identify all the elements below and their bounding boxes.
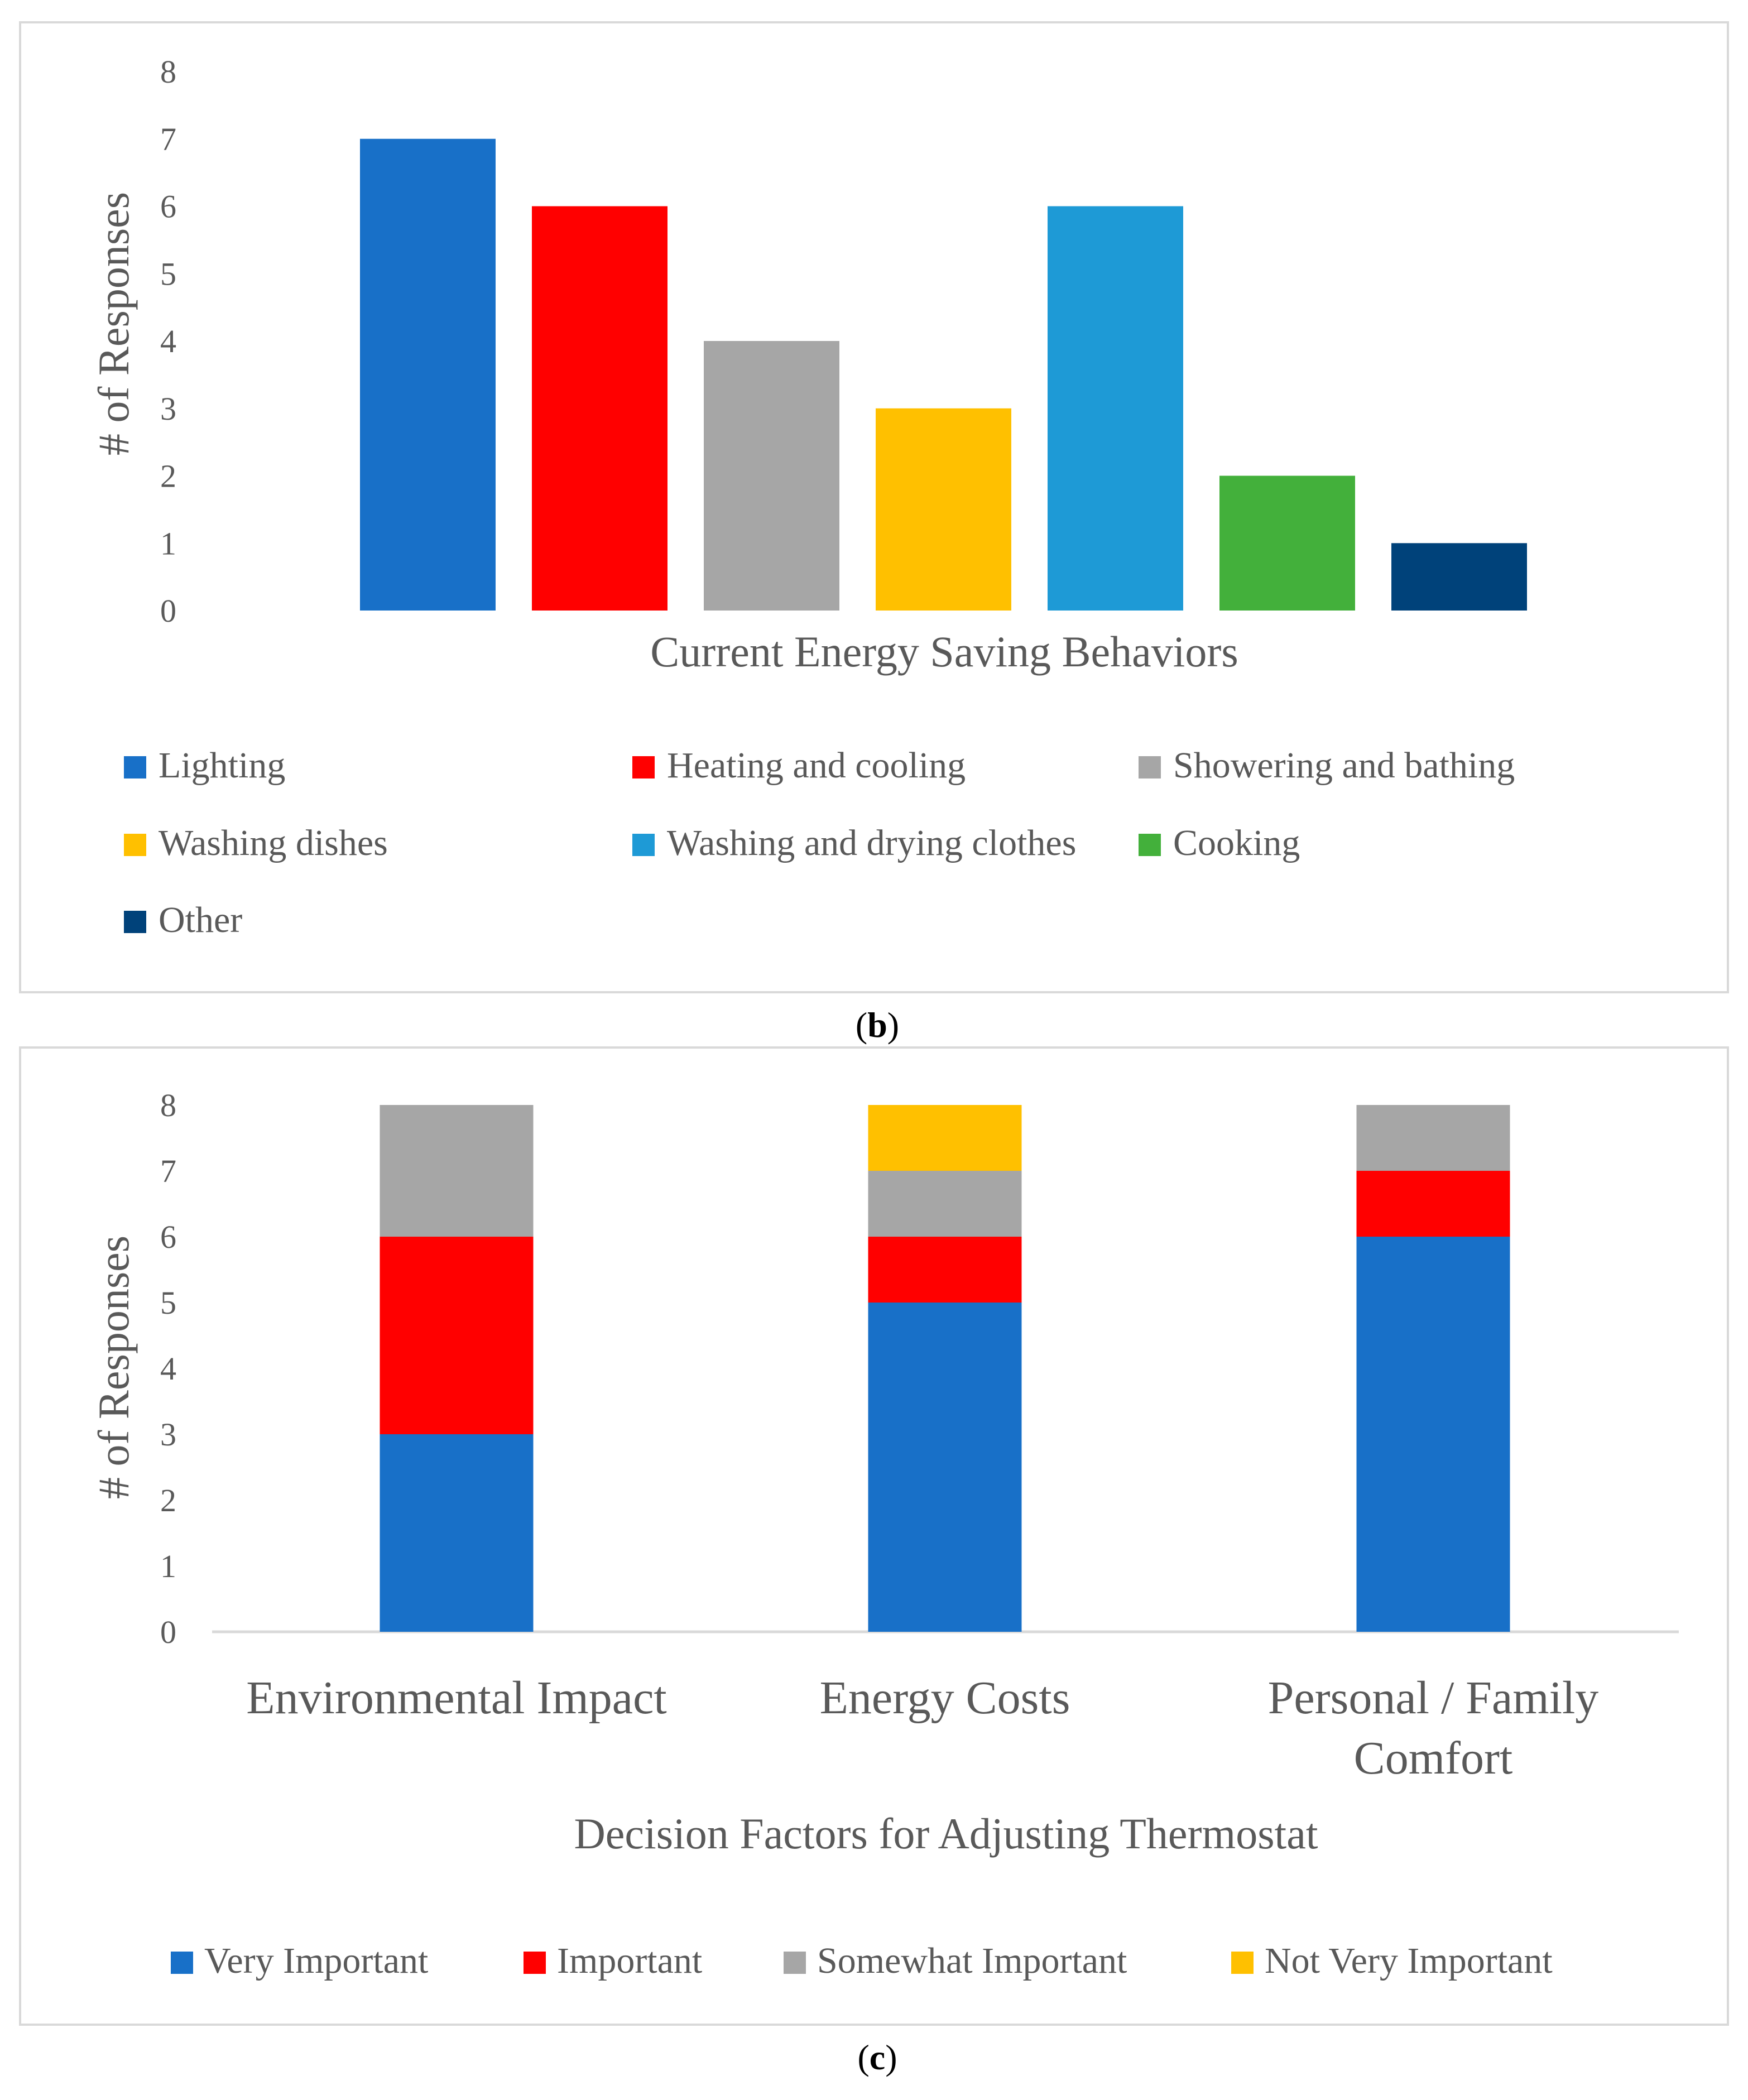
legend-label-somewhat-important: Somewhat Important xyxy=(817,1940,1127,1981)
chart-c-y-tick-label: 8 xyxy=(160,1087,176,1123)
legend-label-showering-and-bathing: Showering and bathing xyxy=(1173,745,1515,786)
category-label-0: Environmental Impact xyxy=(246,1672,666,1724)
bar-segment-somewhat-important xyxy=(868,1171,1022,1237)
chart-b-y-tick-label: 0 xyxy=(160,593,176,629)
chart-b-y-tick-label: 3 xyxy=(160,391,176,427)
legend-swatch-lighting xyxy=(124,756,146,779)
chart-c-y-tick-label: 4 xyxy=(160,1351,176,1387)
bar-segment-somewhat-important xyxy=(1356,1105,1510,1171)
category-label-2: Comfort xyxy=(1354,1732,1513,1784)
bar-segment-somewhat-important xyxy=(380,1105,534,1237)
bar-showering-and-bathing xyxy=(704,341,839,611)
chart-b-y-ticks: 0 1 2 3 4 5 6 7 8 xyxy=(160,54,176,629)
legend-label-washing-and-drying-clothes: Washing and drying clothes xyxy=(667,823,1076,863)
legend-label-heating-and-cooling: Heating and cooling xyxy=(667,745,966,786)
chart-b-bars xyxy=(360,138,1527,611)
bar-segment-very-important xyxy=(380,1434,534,1632)
category-label-2: Personal / Family xyxy=(1268,1672,1599,1724)
chart-c-bars xyxy=(380,1105,1510,1632)
chart-b-x-axis-title: Current Energy Saving Behaviors xyxy=(650,627,1238,676)
caption-c-open: ( xyxy=(857,2037,870,2077)
chart-c-y-tick-label: 6 xyxy=(160,1219,176,1255)
chart-b-y-tick-label: 1 xyxy=(160,525,176,561)
chart-b: 0 1 2 3 4 5 6 7 8 # of Responses Current Energy … xyxy=(89,54,1527,940)
chart-b-y-tick-label: 4 xyxy=(160,323,176,359)
legend-swatch-somewhat-important xyxy=(784,1952,806,1974)
legend-swatch-other xyxy=(124,911,146,933)
bar-segment-not-very-important xyxy=(868,1105,1022,1171)
bar-other xyxy=(1391,543,1527,611)
legend-swatch-cooking xyxy=(1139,834,1161,856)
chart-c-y-tick-label: 1 xyxy=(160,1548,176,1584)
legend-swatch-very-important xyxy=(171,1952,193,1974)
chart-b-y-tick-label: 5 xyxy=(160,256,176,292)
chart-b-y-tick-label: 2 xyxy=(160,458,176,494)
chart-c: 0 1 2 3 4 5 6 7 8 Environmental Impact Energy Cos… xyxy=(89,1087,1679,1981)
chart-b-y-axis-title: # of Responses xyxy=(89,192,138,455)
legend-swatch-heating-and-cooling xyxy=(632,756,655,779)
bar-segment-important xyxy=(868,1237,1022,1303)
bar-segment-very-important xyxy=(868,1303,1022,1632)
caption-b-letter: b xyxy=(867,1005,887,1045)
legend-label-lighting: Lighting xyxy=(159,745,285,786)
bar-cooking xyxy=(1219,475,1355,611)
bar-washing-and-drying-clothes xyxy=(1048,206,1183,611)
caption-b: (b) xyxy=(822,1005,933,1046)
panel-b-frame xyxy=(19,21,1729,993)
chart-c-y-tick-label: 5 xyxy=(160,1285,176,1321)
chart-b-y-tick-label: 8 xyxy=(160,54,176,90)
chart-c-y-tick-label: 7 xyxy=(160,1153,176,1189)
caption-c-close: ) xyxy=(885,2037,897,2077)
chart-c-category-labels: Environmental Impact Energy Costs Personal… xyxy=(246,1672,1598,1784)
chart-c-y-axis-title: # of Responses xyxy=(89,1236,138,1499)
chart-b-y-tick-label: 6 xyxy=(160,189,176,225)
chart-c-y-ticks: 0 1 2 3 4 5 6 7 8 xyxy=(160,1087,176,1650)
legend-label-not-very-important: Not Very Important xyxy=(1265,1940,1553,1981)
legend-swatch-important xyxy=(524,1952,546,1974)
chart-c-x-axis-title: Decision Factors for Adjusting Thermosta… xyxy=(574,1809,1318,1858)
legend-label-important: Important xyxy=(557,1940,702,1981)
bar-lighting xyxy=(360,138,496,611)
legend-label-washing-dishes: Washing dishes xyxy=(159,823,388,863)
legend-swatch-washing-dishes xyxy=(124,834,146,856)
legend-label-cooking: Cooking xyxy=(1173,823,1300,863)
chart-c-y-tick-label: 2 xyxy=(160,1482,176,1518)
category-label-1: Energy Costs xyxy=(820,1672,1070,1724)
chart-b-y-tick-label: 7 xyxy=(160,121,176,157)
bar-segment-important xyxy=(1356,1171,1510,1237)
legend-label-other: Other xyxy=(159,900,242,940)
bar-segment-very-important xyxy=(1356,1237,1510,1632)
bar-heating-and-cooling xyxy=(532,206,667,611)
chart-b-legend: Lighting Heating and cooling Showering and… xyxy=(124,745,1515,940)
chart-c-y-tick-label: 3 xyxy=(160,1416,176,1453)
chart-c-legend: Very Important Important Somewhat Importan… xyxy=(171,1940,1553,1981)
caption-b-open: ( xyxy=(855,1005,868,1045)
legend-swatch-showering-and-bathing xyxy=(1139,756,1161,779)
bar-washing-dishes xyxy=(876,408,1011,611)
legend-label-very-important: Very Important xyxy=(204,1940,428,1981)
caption-c-letter: c xyxy=(869,2037,886,2077)
chart-c-y-tick-label: 0 xyxy=(160,1614,176,1650)
legend-swatch-washing-and-drying-clothes xyxy=(632,834,655,856)
caption-c: (c) xyxy=(822,2037,933,2078)
bar-segment-important xyxy=(380,1237,534,1434)
caption-b-close: ) xyxy=(887,1005,900,1045)
legend-swatch-not-very-important xyxy=(1231,1952,1254,1974)
